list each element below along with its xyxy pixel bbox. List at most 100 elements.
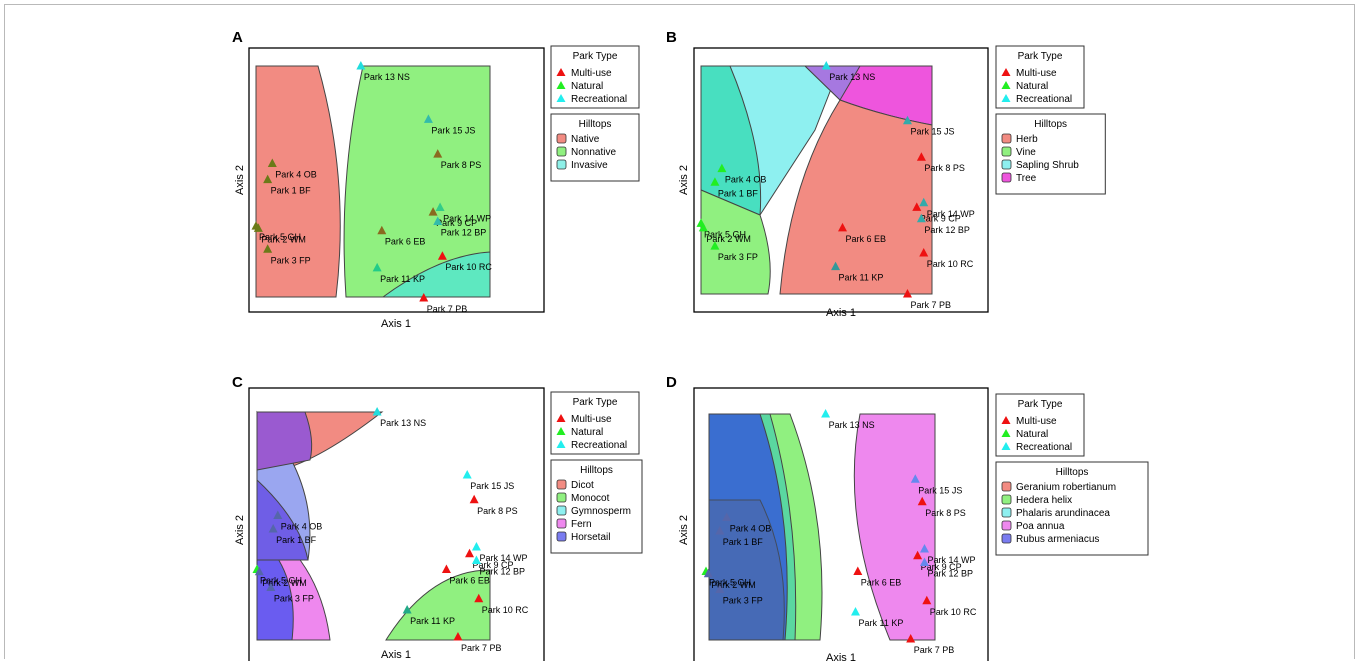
legend-swatch-rubus-armeniacus — [1001, 533, 1012, 544]
point-label-park-5-gh: Park 5 GH — [259, 232, 301, 242]
point-marker-park-13-ns — [821, 409, 831, 418]
point-label-park-15-js: Park 15 JS — [910, 127, 954, 137]
point-marker-park-9-cp — [913, 550, 923, 560]
point-label-park-6-eb: Park 6 EB — [861, 578, 902, 588]
panel-c-plot-border — [248, 387, 545, 661]
hilltops-legend-title: Hilltops — [580, 465, 613, 476]
legend-label-natural: Natural — [571, 427, 603, 438]
legend-swatch-sapling-shrub — [1001, 159, 1012, 170]
point-label-park-4-ob: Park 4 OB — [281, 522, 323, 532]
legend-label-recreational: Recreational — [571, 94, 627, 105]
point-label-park-8-ps: Park 8 PS — [924, 163, 965, 173]
point-marker-park-12-bp — [471, 555, 481, 564]
point-label-park-1-bf: Park 1 BF — [718, 188, 759, 198]
point-marker-park-7-pb — [906, 634, 916, 643]
panel-a-plot-border — [248, 47, 545, 313]
point-label-park-12-bp: Park 12 BP — [928, 569, 974, 579]
point-marker-park-7-pb — [419, 293, 429, 302]
point-marker-park-10-rc — [919, 247, 929, 257]
point-label-park-7-pb: Park 7 PB — [461, 643, 502, 653]
legend-marker-multi-use — [556, 68, 566, 76]
point-marker-park-6-eb — [838, 222, 848, 232]
panel-d-xlabel: Axis 1 — [826, 652, 856, 661]
point-marker-park-6-eb — [853, 566, 863, 575]
point-marker-park-13-ns — [372, 407, 382, 416]
point-label-park-13-ns: Park 13 NS — [829, 420, 875, 430]
legend-swatch-dicot — [556, 479, 567, 490]
point-marker-park-2-wm — [698, 222, 708, 232]
hilltops-legend-title: Hilltops — [1034, 119, 1067, 130]
point-label-park-10-rc: Park 10 RC — [445, 262, 492, 272]
legend-marker-natural — [556, 81, 566, 89]
point-label-park-7-pb: Park 7 PB — [910, 300, 951, 310]
point-label-park-5-gh: Park 5 GH — [709, 578, 751, 588]
legend-swatch-phalaris-arundinacea — [1001, 507, 1012, 518]
point-label-park-6-eb: Park 6 EB — [846, 234, 887, 244]
point-marker-park-9-cp — [465, 548, 475, 558]
panel-a-ylabel: Axis 2 — [234, 165, 246, 195]
point-label-park-14-wp: Park 14 WP — [479, 553, 527, 563]
panel-letter-b: B — [666, 29, 677, 46]
point-marker-park-11-kp — [851, 607, 860, 616]
point-label-park-9-cp: Park 9 CP — [473, 560, 514, 570]
panel-c-regions — [256, 410, 491, 641]
point-label-park-5-gh: Park 5 GH — [260, 576, 302, 586]
legend-label-recreational: Recreational — [571, 440, 627, 451]
point-marker-park-12-bp — [916, 213, 926, 223]
legend-marker-recreational — [556, 440, 566, 448]
legend-marker-natural — [556, 427, 566, 435]
panel-d-plot-border — [693, 387, 989, 661]
point-label-park-6-eb: Park 6 EB — [385, 237, 426, 247]
point-marker-park-14-wp — [920, 544, 929, 553]
point-marker-park-2-wm — [703, 568, 713, 578]
panel-a-region-invasive — [381, 251, 491, 298]
legend-swatch-tree — [1001, 172, 1012, 183]
point-marker-park-2-wm — [254, 566, 264, 576]
point-label-park-2-wm: Park 2 WM — [262, 578, 307, 588]
legend-label-invasive: Invasive — [571, 160, 608, 171]
legend-swatch-hedera-helix — [1001, 494, 1012, 505]
legend-marker-recreational — [556, 94, 566, 102]
point-label-park-4-ob: Park 4 OB — [725, 175, 767, 185]
point-label-park-5-gh: Park 5 GH — [704, 229, 746, 239]
point-marker-park-15-js — [910, 474, 920, 483]
point-label-park-9-cp: Park 9 CP — [920, 213, 961, 223]
point-marker-park-11-kp — [372, 262, 382, 272]
legend-label-multi-use: Multi-use — [1016, 416, 1057, 427]
point-marker-park-7-pb — [453, 632, 463, 641]
panel-c-points: Park 13 NS Park 15 JS Park 8 PS Park 4 OB Pa… — [252, 407, 529, 653]
legend-swatch-gymnosperm — [556, 505, 567, 516]
point-marker-park-13-ns — [821, 61, 831, 70]
point-marker-park-6-eb — [377, 225, 387, 235]
point-label-park-10-rc: Park 10 RC — [482, 605, 529, 615]
park-type-legend-title: Park Type — [573, 51, 618, 62]
legend-label-gymnosperm: Gymnosperm — [571, 506, 631, 517]
park-type-legend-box — [550, 45, 640, 109]
legend-swatch-native — [556, 133, 567, 144]
point-label-park-3-fp: Park 3 FP — [274, 594, 314, 604]
legend-label-herb: Herb — [1016, 134, 1038, 145]
legend-label-natural: Natural — [571, 81, 603, 92]
point-marker-park-4-ob — [267, 158, 277, 167]
legend-label-vine: Vine — [1016, 147, 1036, 158]
point-marker-park-8-ps — [916, 152, 926, 161]
panel-b-points: Park 13 NS Park 15 JS Park 8 PS Park 4 OB Pa… — [696, 61, 975, 310]
panel-d-region-poa-annua — [853, 413, 936, 641]
point-label-park-12-bp: Park 12 BP — [924, 225, 970, 235]
legend-marker-multi-use — [1001, 68, 1011, 76]
point-label-park-2-wm: Park 2 WM — [711, 580, 756, 590]
legend-swatch-herb — [1001, 133, 1012, 144]
point-label-park-13-ns: Park 13 NS — [829, 72, 875, 82]
point-marker-park-10-rc — [922, 595, 932, 605]
legends-layer: Park Type Multi-use Natural Recreational Hil… — [550, 45, 1149, 556]
point-label-park-9-cp: Park 9 CP — [921, 562, 962, 572]
panel-d-region-rubus-dark — [708, 499, 785, 641]
point-marker-park-11-kp — [831, 261, 841, 271]
legend-marker-multi-use — [1001, 416, 1011, 424]
point-label-park-12-bp: Park 12 BP — [479, 567, 525, 577]
point-label-park-3-fp: Park 3 FP — [271, 255, 311, 265]
panel-b-plot-border — [693, 47, 989, 313]
point-label-park-13-ns: Park 13 NS — [380, 418, 426, 428]
point-marker-park-1-bf — [715, 526, 725, 535]
point-label-park-11-kp: Park 11 KP — [410, 616, 455, 626]
